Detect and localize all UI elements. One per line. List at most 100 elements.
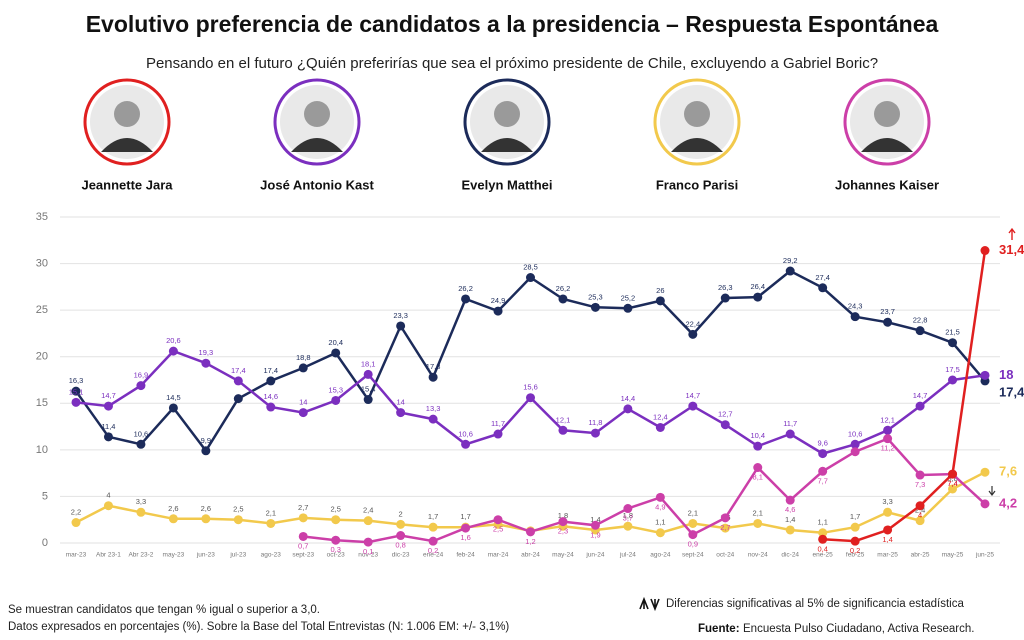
- data-point: [655, 492, 665, 502]
- x-tick-label: may-25: [942, 552, 964, 559]
- series-line: [822, 250, 987, 543]
- data-point: [298, 531, 308, 541]
- data-label: 14,7: [101, 391, 116, 400]
- data-point: [785, 266, 795, 276]
- data-point: [883, 317, 893, 327]
- x-tick-label: feb-24: [456, 552, 475, 559]
- data-label: 11,8: [588, 418, 602, 427]
- data-label: 10,6: [458, 429, 473, 438]
- x-tick-label: sept-23: [292, 552, 314, 559]
- data-label: 0,9: [688, 540, 698, 549]
- portrait-head: [304, 101, 330, 127]
- data-label: 18,8: [296, 353, 311, 362]
- data-label: 2,4: [363, 506, 373, 515]
- data-label: 11,7: [783, 419, 797, 428]
- data-label: 7,4: [947, 479, 957, 488]
- data-label: 2,3: [558, 527, 568, 536]
- data-point: [915, 326, 925, 336]
- data-point: [298, 408, 308, 418]
- x-tick-label: ago-24: [650, 552, 671, 559]
- data-point: [850, 536, 860, 546]
- data-point: [526, 393, 535, 403]
- x-tick-label: may-24: [552, 552, 574, 559]
- data-label: 24,9: [491, 296, 506, 305]
- data-point: [428, 536, 438, 546]
- data-label: 1,7: [428, 512, 438, 521]
- data-label: 1,9: [590, 530, 600, 539]
- source-label: Fuente:: [698, 623, 740, 635]
- data-point: [71, 518, 81, 528]
- data-label: 8,1: [753, 473, 763, 482]
- data-point: [363, 395, 373, 405]
- data-point: [623, 303, 633, 313]
- data-label: 3,3: [882, 497, 892, 506]
- data-label: 21,5: [945, 328, 960, 337]
- data-point: [233, 394, 243, 404]
- data-label: 15,1: [69, 387, 84, 396]
- data-label: 7,6: [999, 464, 1017, 479]
- significance-icon: [639, 596, 660, 612]
- data-point: [785, 429, 795, 439]
- data-label: 14,5: [166, 393, 181, 402]
- data-label: 14: [299, 398, 307, 407]
- data-label: 0,2: [428, 546, 438, 555]
- data-label: 25,2: [621, 293, 636, 302]
- data-point: [623, 504, 633, 514]
- data-point: [688, 401, 698, 411]
- data-point: [233, 515, 243, 525]
- data-label: 4,6: [785, 505, 795, 514]
- data-label: 28,5: [523, 263, 538, 272]
- data-label: 14,7: [686, 391, 701, 400]
- data-label: 0,1: [363, 547, 373, 556]
- x-tick-label: jun-25: [975, 552, 994, 559]
- data-point: [331, 348, 341, 358]
- data-point: [883, 525, 893, 535]
- data-point: [461, 523, 471, 533]
- data-point: [298, 513, 308, 523]
- data-point: [818, 449, 828, 459]
- candidate-name: José Antonio Kast: [260, 177, 374, 192]
- data-point: [298, 363, 308, 373]
- data-label: 19,3: [199, 348, 214, 357]
- data-point: [850, 312, 860, 322]
- data-point: [266, 376, 276, 386]
- x-tick-label: may-23: [163, 552, 185, 559]
- data-label: 26,4: [750, 282, 765, 291]
- data-label: 15,3: [328, 385, 343, 394]
- x-tick-label: jun-23: [196, 552, 215, 559]
- data-point: [363, 369, 373, 379]
- significance-arrow: [988, 486, 996, 496]
- data-label: 11,2: [881, 444, 895, 453]
- data-point: [753, 463, 763, 473]
- data-label: 7,4: [947, 479, 957, 488]
- data-label: 16,9: [134, 371, 149, 380]
- y-tick-label: 15: [36, 397, 48, 409]
- data-label: 29,2: [783, 256, 798, 265]
- x-tick-label: dic-23: [392, 552, 410, 559]
- y-tick-label: 30: [36, 257, 48, 269]
- data-point: [948, 484, 958, 494]
- data-point: [818, 466, 828, 476]
- x-tick-label: ene-24: [423, 552, 444, 559]
- data-label: 20,4: [328, 338, 343, 347]
- data-point: [688, 329, 698, 339]
- data-point: [428, 522, 438, 532]
- portrait-body: [291, 138, 343, 152]
- source: Encuesta Pulso Ciudadano, Activa Researc…: [743, 623, 974, 635]
- data-label: 14,7: [913, 391, 928, 400]
- data-label: 14: [396, 398, 404, 407]
- x-tick-label: ene-25: [813, 552, 834, 559]
- data-point: [103, 401, 113, 411]
- data-point: [396, 408, 406, 418]
- data-point: [168, 514, 178, 524]
- data-label: 17,5: [945, 365, 960, 374]
- y-tick-label: 20: [36, 351, 48, 363]
- x-tick-label: ago-23: [261, 552, 282, 559]
- x-tick-label: sept-24: [682, 552, 704, 559]
- data-point: [980, 246, 990, 256]
- data-label: 17,4: [231, 366, 246, 375]
- data-point: [883, 425, 893, 435]
- portrait-head: [494, 101, 520, 127]
- data-label: 2: [399, 509, 403, 518]
- data-label: 4: [918, 511, 922, 520]
